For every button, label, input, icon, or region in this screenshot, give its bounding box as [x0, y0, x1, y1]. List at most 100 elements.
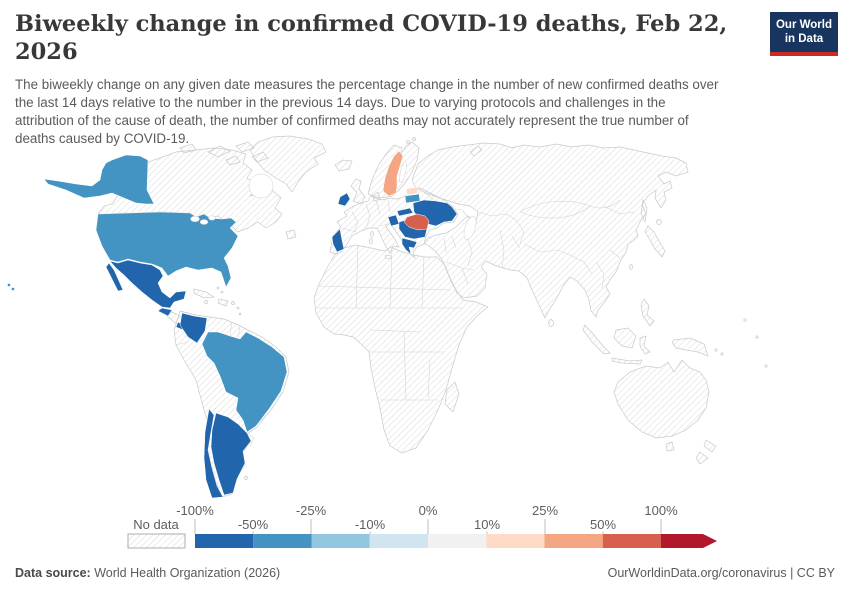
region-united-kingdom[interactable]	[350, 178, 366, 205]
country-estonia[interactable]	[405, 186, 419, 196]
great-lake	[190, 215, 200, 223]
region-greenland[interactable]	[249, 135, 327, 193]
country-portugal[interactable]	[331, 228, 345, 253]
region-new-zealand[interactable]	[703, 439, 717, 453]
region-bahamas[interactable]	[220, 290, 224, 294]
country-united-states[interactable]	[95, 211, 239, 288]
region-sumatra[interactable]	[582, 324, 611, 355]
country-greece[interactable]	[401, 237, 418, 255]
page-title: Biweekly change in confirmed COVID-19 de…	[15, 11, 728, 66]
region-japan[interactable]	[644, 225, 666, 258]
chart-footer: Data source: World Health Organization (…	[15, 566, 835, 580]
owid-logo-stripe	[770, 51, 838, 56]
country-argentina[interactable]	[210, 412, 252, 496]
region-jamaica[interactable]	[204, 300, 208, 304]
region-hispaniola[interactable]	[217, 298, 229, 307]
region-sulawesi[interactable]	[639, 335, 651, 355]
region-hokkaido[interactable]	[656, 219, 662, 225]
country-mexico[interactable]	[109, 259, 187, 309]
chart-subtitle: The biweekly change on any given date me…	[15, 77, 719, 146]
legend-tick-label: 10%	[474, 517, 500, 532]
owid-logo-line2: in Data	[784, 32, 824, 45]
region-antilles[interactable]	[236, 306, 240, 310]
region-new-zealand[interactable]	[695, 451, 709, 465]
legend-tick-label: 100%	[644, 503, 678, 518]
country-colombia[interactable]	[179, 312, 208, 344]
legend-segment	[311, 534, 370, 548]
owid-logo-line1: Our World	[775, 19, 832, 31]
country-ireland[interactable]	[337, 192, 351, 207]
region-antilles[interactable]	[238, 312, 242, 316]
legend-segment-arrow	[661, 534, 717, 548]
great-lake	[208, 215, 216, 221]
country-mexico-baja[interactable]	[105, 262, 124, 292]
region-sardinia[interactable]	[368, 237, 374, 245]
region-antilles[interactable]	[231, 301, 235, 305]
region-new-guinea[interactable]	[671, 337, 709, 357]
region-tasmania[interactable]	[665, 441, 675, 452]
region-arctic-islands[interactable]	[225, 155, 241, 166]
region-sri-lanka[interactable]	[548, 319, 554, 327]
legend-tick-label: -50%	[238, 517, 269, 532]
country-guatemala[interactable]	[157, 307, 173, 317]
country-hawaii[interactable]	[11, 287, 15, 291]
country-alaska[interactable]	[43, 154, 155, 205]
legend-segment	[369, 534, 428, 548]
data-source-value: World Health Organization (2026)	[90, 566, 281, 580]
region-pacific-island[interactable]	[755, 335, 759, 339]
great-lake	[199, 219, 209, 225]
region-sakhalin[interactable]	[640, 198, 648, 224]
legend-tick-label: 50%	[590, 517, 616, 532]
country-hawaii[interactable]	[7, 283, 11, 287]
region-svalbard[interactable]	[406, 140, 410, 144]
region-pacific-island[interactable]	[764, 364, 768, 368]
region-falklands[interactable]	[244, 476, 248, 480]
region-asia[interactable]	[411, 142, 689, 319]
country-slovakia[interactable]	[396, 207, 414, 217]
country-brazil[interactable]	[201, 331, 288, 433]
legend-no-data-swatch[interactable]	[127, 533, 186, 549]
gulf-of-bothnia	[399, 160, 407, 184]
region-arctic-islands[interactable]	[235, 141, 255, 153]
region-pacific-island[interactable]	[720, 352, 724, 356]
hudson-bay	[248, 173, 274, 199]
map-colored-countries	[7, 150, 458, 499]
region-arctic-islands[interactable]	[207, 145, 231, 158]
country-romania[interactable]	[403, 213, 430, 231]
region-pacific-island[interactable]	[743, 318, 747, 322]
region-pacific-island[interactable]	[714, 348, 718, 352]
region-svalbard[interactable]	[412, 137, 416, 141]
legend-segment	[253, 534, 312, 548]
region-java[interactable]	[611, 357, 643, 365]
region-borneo[interactable]	[613, 327, 637, 349]
legend-color-bar[interactable]	[195, 534, 717, 548]
region-cuba[interactable]	[193, 288, 216, 299]
region-arctic-islands[interactable]	[179, 143, 197, 154]
data-source: Data source: World Health Organization (…	[15, 566, 280, 580]
legend-tick-label: 25%	[532, 503, 558, 518]
attribution-link[interactable]: OurWorldinData.org/coronavirus | CC BY	[607, 566, 835, 580]
region-taiwan[interactable]	[629, 264, 633, 270]
region-bahamas[interactable]	[216, 286, 220, 290]
region-africa[interactable]	[313, 244, 489, 454]
region-newfoundland[interactable]	[285, 229, 297, 240]
region-iceland[interactable]	[334, 159, 353, 172]
region-australia[interactable]	[613, 359, 710, 439]
legend-tick-label: -10%	[355, 517, 386, 532]
region-corsica[interactable]	[370, 231, 374, 237]
region-arctic-islands[interactable]	[251, 151, 269, 163]
map-legend: No data -100% -50% -25% -10% 0% 10% 25% …	[127, 503, 717, 549]
country-chile[interactable]	[203, 408, 224, 499]
legend-segment	[195, 534, 254, 548]
legend-segment	[602, 534, 661, 548]
region-philippines[interactable]	[640, 298, 655, 327]
legend-tick-label: -100%	[176, 503, 214, 518]
country-sweden[interactable]	[382, 150, 404, 197]
region-madagascar[interactable]	[444, 381, 460, 413]
legend-tick-label: 0%	[419, 503, 438, 518]
caspian-sea	[463, 216, 477, 240]
owid-logo[interactable]: Our World in Data	[770, 12, 838, 56]
inland-seas	[190, 160, 477, 240]
data-source-label: Data source:	[15, 566, 91, 580]
